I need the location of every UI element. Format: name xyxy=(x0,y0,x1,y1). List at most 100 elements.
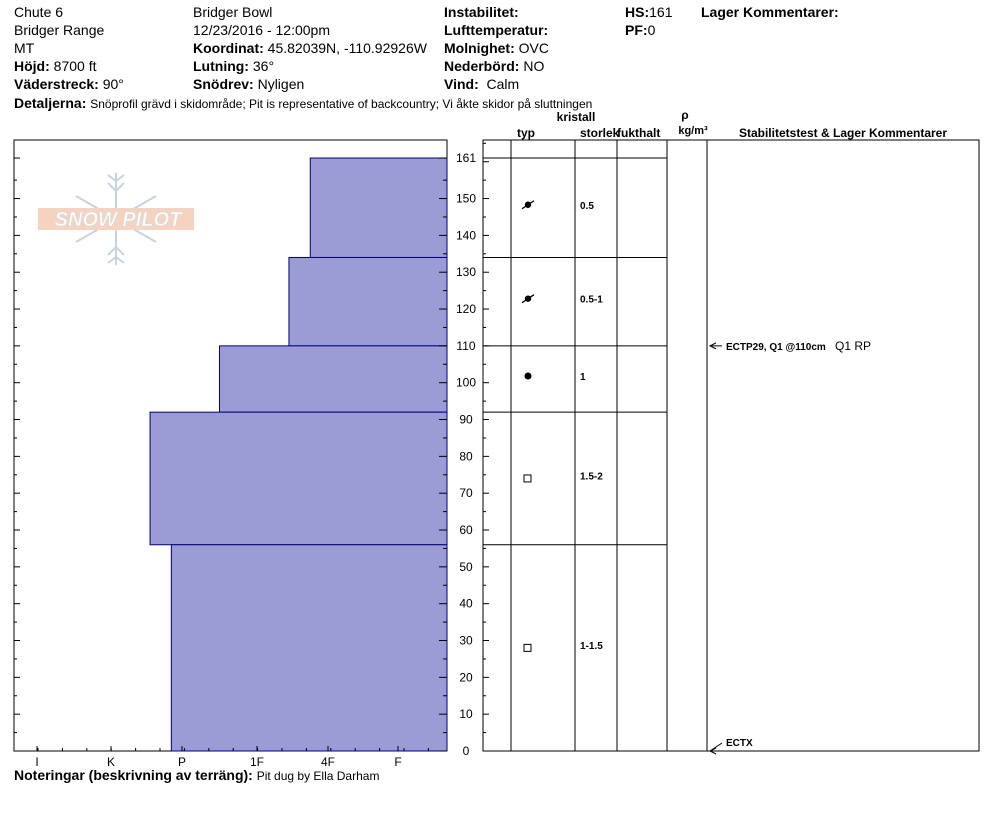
height-tick-label-5: 50 xyxy=(459,560,473,574)
hardness-tick-label-4: 4F xyxy=(321,755,335,769)
sky-label: Molnighet: xyxy=(444,40,515,56)
air-temp-label: Lufttemperatur: xyxy=(444,22,549,38)
hardness-bar-4 xyxy=(170,544,448,752)
slope-value: 36° xyxy=(252,58,275,74)
height-axis: 0 10 20 30 40 50 60 70 80 90 100 110 120 130 140 150 161 xyxy=(14,151,476,758)
test-result-0: ECTP29, Q1 @110cm xyxy=(726,342,826,353)
header-col3: Instabilitet: Lufttemperatur: Molnighet:… xyxy=(444,3,549,93)
height-tick-label-10: 100 xyxy=(456,376,476,390)
height-tick-label-15: 150 xyxy=(456,192,476,206)
elevation-row: Höjd: 8700 ft xyxy=(14,57,124,75)
elevation-label: Höjd: xyxy=(14,58,50,74)
test-extra-0: Q1 RP xyxy=(835,339,871,353)
notes-row: Noteringar (beskrivning av terräng): Pit… xyxy=(14,766,379,785)
coordinate-label: Koordinat: xyxy=(193,40,264,56)
height-tick-label-3: 30 xyxy=(459,634,473,648)
type-header: typ xyxy=(517,126,535,140)
height-tick-label-9: 90 xyxy=(459,413,473,427)
height-tick-label-16: 161 xyxy=(456,151,476,165)
details-label: Detaljerna: xyxy=(14,95,87,111)
height-tick-label-12: 120 xyxy=(456,302,476,316)
layer-table-frame xyxy=(482,139,980,752)
layer-table-rows: 0.5 0.5-1 1 1.5-2 1-1.5 xyxy=(483,157,667,652)
aspect-label: Väderstreck: xyxy=(14,76,99,92)
wind-row: Vind: Calm xyxy=(444,75,549,93)
height-tick-label-8: 80 xyxy=(459,449,473,463)
snowpilot-logo: SNOW PILOT xyxy=(38,173,194,265)
header-col2: Bridger Bowl 12/23/2016 - 12:00pm Koordi… xyxy=(193,3,427,93)
stability-row: Instabilitet: xyxy=(444,3,549,21)
pf-label: PF: xyxy=(625,22,648,38)
hs-label: HS: xyxy=(625,4,650,20)
decomposing-fragment-stroke xyxy=(521,294,535,304)
grain-size-4: 1-1.5 xyxy=(580,641,603,652)
hardness-tick-label-0: I xyxy=(35,755,38,769)
hardness-axis: I K P 1F 4F F xyxy=(35,746,429,769)
wind-loading-row: Snödrev: Nyligen xyxy=(193,75,427,93)
rho-header: ρ xyxy=(681,108,688,122)
density-unit-header: kg/m³ xyxy=(678,125,708,137)
decomposing-fragment-stroke xyxy=(521,200,535,210)
hardness-bar-2 xyxy=(219,345,448,413)
aspect-row: Väderstreck: 90° xyxy=(14,75,124,93)
height-tick-label-2: 20 xyxy=(459,670,473,684)
wind-value: Calm xyxy=(486,76,520,92)
hardness-bars xyxy=(149,157,448,752)
height-tick-label-11: 110 xyxy=(456,339,475,353)
height-tick-label-13: 130 xyxy=(456,265,476,279)
header-col5: Lager Kommentarer: xyxy=(701,3,839,21)
precip-value: NO xyxy=(523,58,545,74)
pit-name: Chute 6 xyxy=(14,4,64,20)
height-tick-label-7: 70 xyxy=(459,486,473,500)
stability-label: Instabilitet: xyxy=(444,4,519,20)
hardness-bar-0 xyxy=(309,157,448,258)
stability-header: Stabilitetstest & Lager Kommentarer xyxy=(739,126,947,140)
faceted-crystal-icon xyxy=(523,643,532,652)
notes-label: Noteringar (beskrivning av terräng): xyxy=(14,767,253,783)
test-arrow-icon-0 xyxy=(708,342,717,350)
wind-loading-value: Nyligen xyxy=(257,76,305,92)
test-result-1: ECTX xyxy=(726,738,753,749)
grain-size-1: 0.5-1 xyxy=(580,295,603,306)
pf-row: PF:0 xyxy=(625,21,672,39)
header-col1: Chute 6 Bridger Range MT Höjd: 8700 ft V… xyxy=(14,3,124,93)
grain-size-2: 1 xyxy=(580,372,586,383)
notes-value: Pit dug by Ella Darham xyxy=(256,769,380,783)
hardness-bar-3 xyxy=(149,411,448,546)
height-tick-label-4: 40 xyxy=(459,597,473,611)
height-tick-label-0: 0 xyxy=(463,744,470,758)
grain-size-0: 0.5 xyxy=(580,201,594,212)
pf-value: 0 xyxy=(647,22,656,38)
aspect-value: 90° xyxy=(102,76,124,92)
layer-comments-label: Lager Kommentarer: xyxy=(701,4,839,20)
moisture-header: fukthalt xyxy=(617,126,660,140)
logo-band xyxy=(38,208,194,230)
wind-label: Vind: xyxy=(444,76,479,92)
height-tick-label-14: 140 xyxy=(456,228,476,242)
hs-value: 161 xyxy=(649,4,673,20)
height-tick-label-6: 60 xyxy=(459,523,473,537)
coordinate-row: Koordinat: 45.82039N, -110.92926W xyxy=(193,39,427,57)
hardness-tick-label-2: P xyxy=(178,755,186,769)
precip-label: Nederbörd: xyxy=(444,58,520,74)
sky-row: Molnighet: OVC xyxy=(444,39,549,57)
slope-row: Lutning: 36° xyxy=(193,57,427,75)
precip-row: Nederbörd: NO xyxy=(444,57,549,75)
observation-datetime: 12/23/2016 - 12:00pm xyxy=(193,22,330,38)
rounded-grain-icon xyxy=(524,372,532,380)
elevation-value: 8700 ft xyxy=(53,58,97,74)
crystal-header: kristall xyxy=(557,110,596,124)
hs-row: HS:161 xyxy=(625,3,672,21)
table-tick-marks xyxy=(483,142,489,752)
test-arrow-icon-1 xyxy=(708,747,717,755)
range-name: Bridger Range xyxy=(14,22,105,38)
coordinate-value: 45.82039N, -110.92926W xyxy=(267,40,427,56)
sky-value: OVC xyxy=(518,40,549,56)
grain-size-3: 1.5-2 xyxy=(580,471,603,482)
faceted-crystal-icon xyxy=(523,474,532,483)
state-name: MT xyxy=(14,40,35,56)
logo-text: SNOW PILOT xyxy=(55,209,183,231)
height-tick-label-1: 10 xyxy=(459,707,473,721)
details-value: Snöprofil grävd i skidområde; Pit is rep… xyxy=(90,97,593,111)
